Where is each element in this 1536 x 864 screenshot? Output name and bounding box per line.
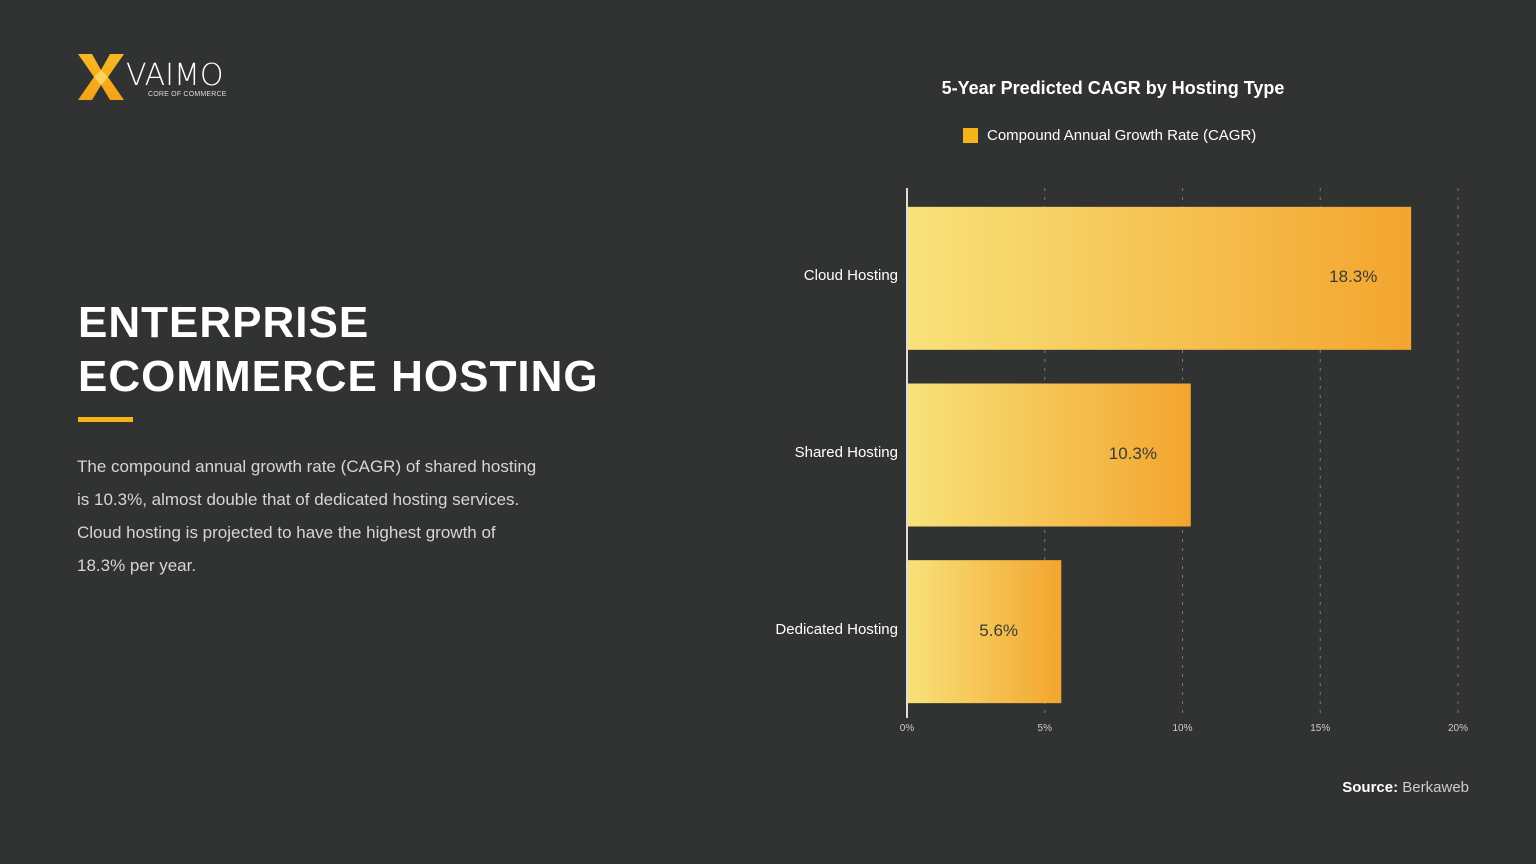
chart-title: 5-Year Predicted CAGR by Hosting Type: [941, 78, 1285, 98]
category-label: Shared Hosting: [794, 444, 898, 461]
x-tick-label: 10%: [1172, 723, 1193, 734]
source-value: Berkaweb: [1402, 779, 1469, 796]
chart-legend: Compound Annual Growth Rate (CAGR): [963, 127, 1256, 144]
source-label: Source:: [1342, 779, 1399, 796]
legend-swatch: [963, 128, 978, 143]
page-title: ENTERPRISE ECOMMERCE HOSTING: [78, 296, 599, 404]
x-tick-label: 15%: [1310, 723, 1331, 734]
category-label: Cloud Hosting: [803, 267, 898, 285]
description: The compound annual growth rate (CAGR) o…: [77, 457, 537, 575]
bar-value-label: 18.3%: [1329, 267, 1378, 287]
category-label: Dedicated Hosting: [775, 620, 898, 638]
vaimo-logo: VAIMO CORE OF COMMERCE: [78, 52, 238, 102]
bar-value-label: 10.3%: [1108, 444, 1157, 463]
x-logo-icon: [78, 54, 124, 100]
brand-name: VAIMO: [126, 58, 224, 93]
source-note: Source: Berkaweb: [1342, 779, 1469, 796]
title-line-1: ENTERPRISE: [78, 298, 370, 347]
legend-label: Compound Annual Growth Rate (CAGR): [987, 127, 1257, 144]
accent-rule: [78, 417, 133, 422]
x-tick-label: 0%: [899, 723, 915, 734]
x-tick-label: 5%: [1037, 723, 1052, 734]
brand-tagline: CORE OF COMMERCE: [148, 91, 227, 98]
bar-value-label: 5.6%: [979, 620, 1019, 640]
title-line-2: ECOMMERCE HOSTING: [78, 352, 599, 401]
x-tick-label: 20%: [1447, 723, 1469, 734]
